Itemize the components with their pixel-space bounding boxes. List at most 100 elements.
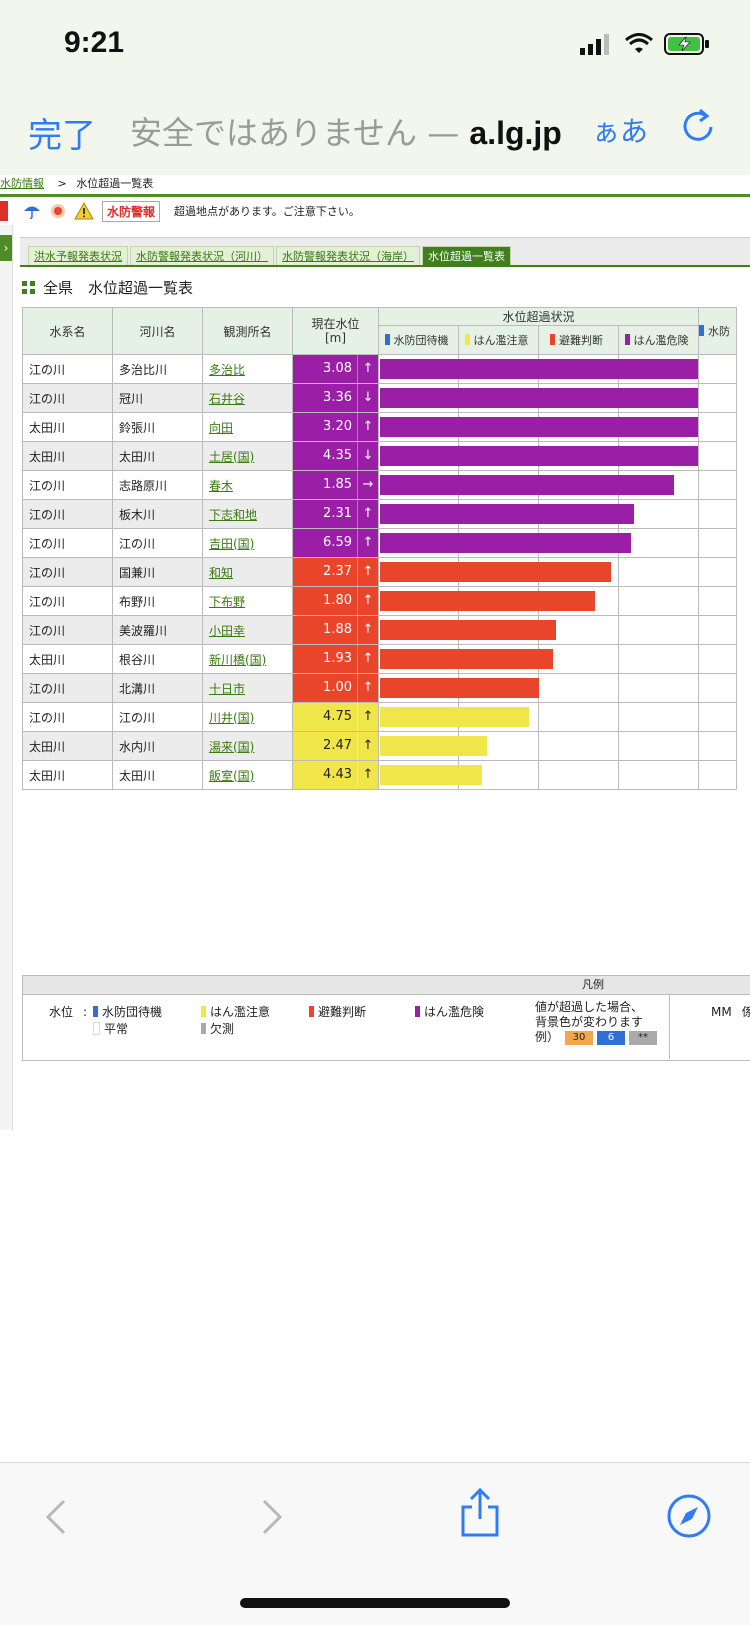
security-warning-text: 安全ではありません — (130, 114, 470, 152)
url-field[interactable]: 安全ではありません — a.lg.jp (130, 108, 562, 154)
header-river: 河川名 (112, 307, 203, 355)
legend-missing-label: 欠測 (210, 1022, 235, 1036)
station-link[interactable]: 川井(国) (209, 710, 255, 725)
share-icon[interactable] (458, 1487, 502, 1539)
warning-icon[interactable] (74, 201, 94, 221)
siren-icon[interactable] (48, 201, 68, 221)
water-level: 4.43 (323, 767, 352, 782)
level-bar (380, 736, 487, 756)
tab-flood-forecast[interactable]: 洪水予報発表状況 (28, 246, 128, 267)
legend-evacuate: 避難判断 (309, 1003, 366, 1020)
system-name: 江の川 (29, 565, 66, 580)
station-link[interactable]: 石井谷 (209, 391, 246, 406)
compass-icon[interactable] (666, 1493, 712, 1539)
table-row: 太田川 根谷川 新川橋(国) 1.93 ↑ (22, 644, 737, 674)
tab-rule (20, 265, 750, 267)
system-name: 太田川 (29, 768, 66, 783)
station-link[interactable]: 新川橋(国) (209, 652, 267, 667)
cell-river: 江の川 (112, 702, 203, 732)
cell-system: 太田川 (22, 441, 113, 471)
tab-level-exceed[interactable]: 水位超過一覧表 (422, 246, 511, 267)
breadcrumb-link-suibou[interactable]: 水防情報 (0, 177, 44, 190)
done-button[interactable]: 完了 (28, 116, 96, 156)
browser-url-bar: 完了 安全ではありません — a.lg.jp ぁあ (0, 90, 750, 175)
system-name: 江の川 (29, 710, 66, 725)
legend-note-examples: 例） 30 6 ** (535, 1030, 661, 1045)
legend-danger-label: はん濫危険 (424, 1005, 485, 1019)
cell-level: 1.00 ↑ (292, 673, 379, 703)
system-name: 江の川 (29, 681, 66, 696)
station-link[interactable]: 吉田(国) (209, 536, 255, 551)
status-icons (580, 32, 710, 56)
station-link[interactable]: 向田 (209, 420, 234, 435)
cell-river: 冠川 (112, 383, 203, 413)
battery-charging-icon (664, 33, 709, 55)
cell-system: 江の川 (22, 615, 113, 645)
station-link[interactable]: 和知 (209, 565, 234, 580)
level-bar (380, 446, 698, 466)
table-row: 江の川 北溝川 十日市 1.00 ↑ (22, 673, 737, 703)
station-link[interactable]: 小田幸 (209, 623, 246, 638)
cell-river: 鈴張川 (112, 412, 203, 442)
cell-station: 吉田(国) (202, 528, 293, 558)
legend-caution-label: はん濫注意 (210, 1005, 271, 1019)
station-link[interactable]: 多治比 (209, 362, 246, 377)
cell-river: 美波羅川 (112, 615, 203, 645)
legend-normal-label: 平常 (104, 1022, 129, 1036)
section-title: 全県 水位超過一覧表 (22, 277, 193, 298)
cell-next (698, 615, 737, 645)
back-icon[interactable] (42, 1497, 72, 1537)
side-panel-toggle[interactable]: › (0, 235, 12, 261)
text-size-button[interactable]: ぁあ (592, 115, 649, 148)
table-row: 江の川 国兼川 和知 2.37 ↑ (22, 557, 737, 587)
system-name: 江の川 (29, 391, 66, 406)
umbrella-icon[interactable] (22, 201, 42, 221)
example-chip-orange: 30 (565, 1030, 594, 1045)
trend-arrow: ↑ (357, 413, 378, 441)
key-evacuate: 避難判断 (538, 325, 619, 355)
legend-label-text: 水位 (49, 1005, 74, 1019)
cell-level: 2.31 ↑ (292, 499, 379, 529)
river-name: 江の川 (119, 536, 156, 551)
station-link[interactable]: 土居(国) (209, 449, 255, 464)
header-rule (0, 194, 750, 197)
header-level-label: 現在水位 (311, 317, 360, 331)
water-level: 2.37 (323, 564, 352, 579)
legend-caution: はん濫注意 (201, 1003, 270, 1020)
system-name: 江の川 (29, 362, 66, 377)
reload-icon[interactable] (676, 104, 720, 148)
cell-level: 3.20 ↑ (292, 412, 379, 442)
river-name: 太田川 (119, 768, 156, 783)
river-name: 水内川 (119, 739, 156, 754)
station-link[interactable]: 下布野 (209, 594, 246, 609)
table-row: 江の川 布野川 下布野 1.80 ↑ (22, 586, 737, 616)
legend-mm: MM 係 (711, 1003, 750, 1020)
tab-warning-river[interactable]: 水防警報発表状況（河川） (130, 246, 274, 267)
station-link[interactable]: 湯来(国) (209, 739, 255, 754)
river-name: 志路原川 (119, 478, 168, 493)
station-link[interactable]: 十日市 (209, 681, 246, 696)
cell-station: 下志和地 (202, 499, 293, 529)
forward-icon[interactable] (256, 1497, 286, 1537)
cell-system: 江の川 (22, 383, 113, 413)
station-link[interactable]: 下志和地 (209, 507, 258, 522)
cell-status-bar (378, 441, 699, 471)
cell-station: 多治比 (202, 354, 293, 384)
cell-next (698, 383, 737, 413)
table-row: 江の川 多治比川 多治比 3.08 ↑ (22, 354, 737, 384)
cell-system: 江の川 (22, 673, 113, 703)
station-link[interactable]: 飯室(国) (209, 768, 255, 783)
water-level: 3.20 (323, 419, 352, 434)
station-link[interactable]: 春木 (209, 478, 234, 493)
flood-warning-badge[interactable]: 水防警報 (102, 200, 161, 222)
trend-arrow: ↑ (357, 587, 378, 615)
tab-warning-coast[interactable]: 水防警報発表状況（海岸） (276, 246, 420, 267)
level-bar (380, 533, 632, 553)
table-row: 太田川 太田川 土居(国) 4.35 ↓ (22, 441, 737, 471)
system-name: 太田川 (29, 739, 66, 754)
cell-status-bar (378, 760, 699, 790)
water-level: 1.80 (323, 593, 352, 608)
water-level: 1.85 (323, 477, 352, 492)
cell-next (698, 586, 737, 616)
water-level: 1.88 (323, 622, 352, 637)
